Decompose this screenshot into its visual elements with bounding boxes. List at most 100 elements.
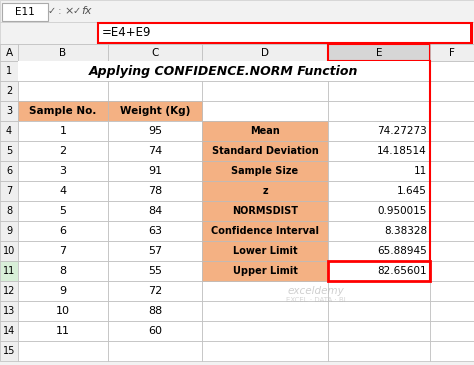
Bar xyxy=(430,261,474,281)
Bar xyxy=(0,161,18,181)
Text: 2: 2 xyxy=(59,146,66,156)
Text: 84: 84 xyxy=(148,206,162,216)
Bar xyxy=(108,221,202,241)
Bar xyxy=(18,161,108,181)
Bar xyxy=(18,121,108,141)
Bar xyxy=(328,261,430,281)
Text: Upper Limit: Upper Limit xyxy=(233,266,298,276)
Bar xyxy=(18,61,108,81)
Bar xyxy=(108,301,202,321)
Bar xyxy=(328,241,430,261)
Bar xyxy=(18,341,108,361)
Text: 1.645: 1.645 xyxy=(397,186,427,196)
Bar xyxy=(430,141,474,161)
Text: 11: 11 xyxy=(56,326,70,336)
Bar xyxy=(18,281,108,301)
Bar xyxy=(328,281,430,301)
Text: 10: 10 xyxy=(3,246,15,256)
Bar xyxy=(328,44,430,61)
Bar xyxy=(18,201,108,221)
Text: 0.950015: 0.950015 xyxy=(378,206,427,216)
Text: 1: 1 xyxy=(6,66,12,76)
Bar xyxy=(0,101,18,121)
Text: Lower Limit: Lower Limit xyxy=(233,246,297,256)
Text: D: D xyxy=(261,47,269,58)
Bar xyxy=(108,201,202,221)
Text: Mean: Mean xyxy=(250,126,280,136)
Text: fx: fx xyxy=(82,6,92,16)
Bar xyxy=(202,321,328,341)
Text: 13: 13 xyxy=(3,306,15,316)
Text: 6: 6 xyxy=(6,166,12,176)
Text: EXCEL · DATA · BI: EXCEL · DATA · BI xyxy=(286,297,346,303)
Bar xyxy=(430,201,474,221)
Bar xyxy=(108,161,202,181)
Bar xyxy=(430,281,474,301)
Bar xyxy=(18,301,108,321)
Bar xyxy=(98,23,472,43)
Text: 5: 5 xyxy=(60,206,66,216)
Bar xyxy=(430,301,474,321)
Text: 91: 91 xyxy=(148,166,162,176)
Bar xyxy=(470,23,472,43)
Bar xyxy=(328,261,430,281)
Bar xyxy=(108,221,202,241)
Bar xyxy=(0,22,474,44)
Bar xyxy=(18,261,108,281)
Bar xyxy=(0,141,18,161)
Text: 8: 8 xyxy=(59,266,66,276)
Bar xyxy=(108,281,202,301)
Bar xyxy=(18,241,108,261)
Bar xyxy=(108,141,202,161)
Text: Confidence Interval: Confidence Interval xyxy=(211,226,319,236)
Bar xyxy=(328,121,430,141)
Bar xyxy=(328,341,430,361)
Bar xyxy=(18,301,108,321)
Bar xyxy=(18,161,108,181)
Bar xyxy=(108,121,202,141)
Bar xyxy=(202,341,328,361)
Bar xyxy=(202,141,328,161)
Bar xyxy=(202,181,328,201)
Text: Applying CONFIDENCE.NORM Function: Applying CONFIDENCE.NORM Function xyxy=(89,65,359,77)
Bar xyxy=(0,44,18,61)
Bar xyxy=(108,121,202,141)
Bar xyxy=(430,241,474,261)
Bar xyxy=(0,341,18,361)
Bar xyxy=(202,44,328,61)
Bar xyxy=(18,201,108,221)
Bar xyxy=(328,201,430,221)
Bar xyxy=(108,141,202,161)
Bar xyxy=(108,81,202,101)
Text: 9: 9 xyxy=(59,286,66,296)
Text: 4: 4 xyxy=(59,186,66,196)
Bar xyxy=(18,181,108,201)
Bar xyxy=(18,221,108,241)
Text: Standard Deviation: Standard Deviation xyxy=(211,146,319,156)
Bar xyxy=(18,61,430,81)
Bar xyxy=(202,161,328,181)
Text: 14.18514: 14.18514 xyxy=(377,146,427,156)
Bar xyxy=(18,141,108,161)
Text: 8.38328: 8.38328 xyxy=(384,226,427,236)
Bar xyxy=(108,241,202,261)
Bar xyxy=(18,281,108,301)
Text: 60: 60 xyxy=(148,326,162,336)
Bar xyxy=(18,101,108,121)
Bar xyxy=(0,261,18,281)
Bar xyxy=(430,61,474,81)
Text: 14: 14 xyxy=(3,326,15,336)
Bar xyxy=(328,241,430,261)
Bar xyxy=(328,201,430,221)
Text: Sample No.: Sample No. xyxy=(29,106,97,116)
Bar xyxy=(108,101,202,121)
Bar xyxy=(202,121,328,141)
Text: 3: 3 xyxy=(6,106,12,116)
Text: 74: 74 xyxy=(148,146,162,156)
Bar xyxy=(430,81,474,101)
Bar xyxy=(202,181,328,201)
Bar xyxy=(328,81,430,101)
Bar xyxy=(430,321,474,341)
Bar xyxy=(202,301,328,321)
Bar xyxy=(0,61,18,81)
